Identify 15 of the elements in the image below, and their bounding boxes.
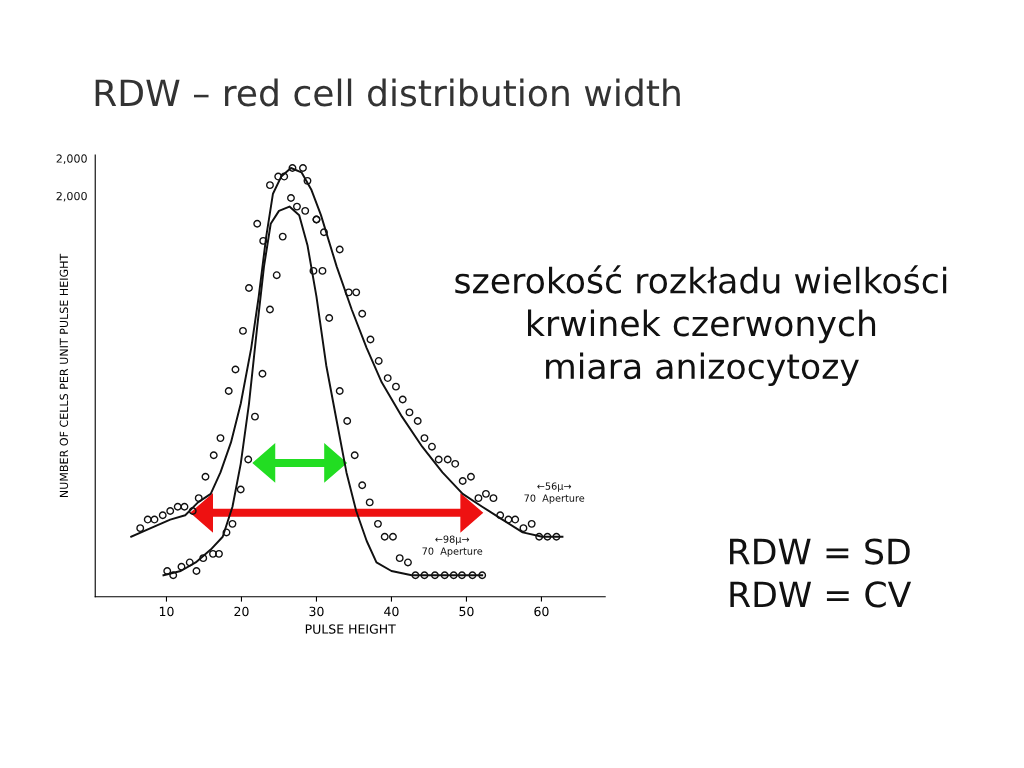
x-tick-label: 30 bbox=[309, 606, 324, 617]
text: 2,000 bbox=[56, 154, 87, 164]
x-tick-label: 60 bbox=[534, 606, 549, 617]
x-tick-label: 10 bbox=[159, 606, 174, 617]
annotation: ←56μ→ 70 Aperture bbox=[524, 482, 585, 504]
chart-title: RDW – red cell distribution width bbox=[95, 78, 680, 107]
text: RDW = SD RDW = CV bbox=[730, 538, 912, 608]
annotation: ←98μ→ 70 Aperture bbox=[422, 535, 483, 557]
annotation: szerokość rozkładu wielkości krwinek czerwonych miara anizocytozy bbox=[455, 265, 947, 387]
y-axis-title: NUMBER OF CELLS PER UNIT PULSE HEIGHT bbox=[59, 253, 69, 498]
text: 2,000 bbox=[56, 191, 87, 202]
x-axis-title: PULSE HEIGHT bbox=[305, 624, 396, 634]
x-tick-label: 40 bbox=[384, 606, 399, 617]
x-tick-label: 50 bbox=[459, 606, 474, 617]
x-tick-label: 20 bbox=[234, 606, 249, 617]
